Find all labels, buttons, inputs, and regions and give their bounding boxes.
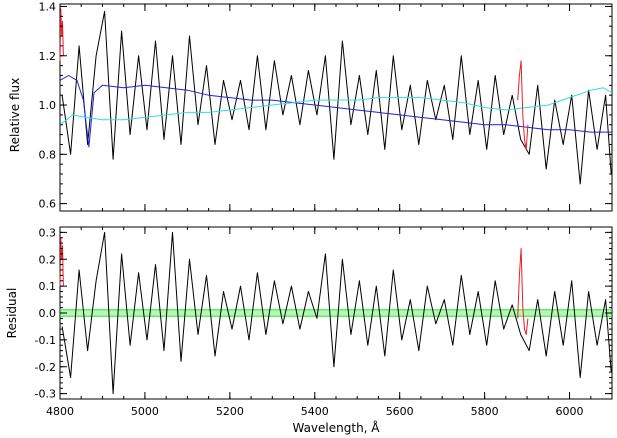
flux-panel: 0.6 0.8 1.0 1.2 1.4 Relative flux: [8, 0, 613, 212]
x-tick-label-0: 4800: [46, 405, 74, 418]
flux-series-line-4: [517, 60, 529, 150]
residual-y-tick-label-0: 0.3: [39, 226, 57, 239]
residual-series-line-2: [517, 248, 529, 335]
flux-marks: [59, 8, 613, 185]
x-tick-label-4: 5600: [386, 405, 414, 418]
flux-y-axis-label: Relative flux: [8, 78, 22, 152]
residual-y-tick-label-2: 0.1: [39, 280, 57, 293]
residual-y-axis-label: Residual: [5, 288, 19, 339]
residual-y-tick-label-4: -0.1: [35, 334, 56, 347]
flux-y-tick-label-0: 0.6: [39, 198, 57, 211]
wavelength-x-axis-label: Wavelength, Å: [292, 420, 380, 435]
residual-panel: 0.3 0.2 0.1 0.0 -0.1 -0.2 -0.3 4800 5000 5200 540…: [5, 226, 613, 435]
flux-y-tick-label-4: 1.4: [39, 0, 57, 13]
flux-y-tick-label-3: 1.2: [39, 50, 57, 63]
residual-marks: [59, 231, 612, 395]
residual-y-tick-label-1: 0.2: [39, 253, 57, 266]
x-tick-label-5: 5800: [471, 405, 499, 418]
flux-y-tick-label-2: 1.0: [39, 99, 57, 112]
residual-series-line-0: [61, 231, 612, 395]
x-tick-label-6: 6000: [556, 405, 584, 418]
x-tick-label-2: 5200: [216, 405, 244, 418]
residual-y-ticks: 0.3 0.2 0.1 0.0 -0.1 -0.2 -0.3: [35, 226, 613, 401]
residual-y-tick-label-5: -0.2: [35, 361, 56, 374]
residual-y-tick-label-3: 0.0: [39, 307, 57, 320]
flux-y-ticks: 0.6 0.8 1.0 1.2 1.4: [39, 0, 613, 211]
flux-series-line-2: [59, 87, 613, 126]
wavelength-x-ticks: 4800 5000 5200 5400 5600 5800 6000: [46, 405, 584, 418]
residual-y-tick-label-6: -0.3: [35, 388, 56, 401]
x-tick-label-1: 5000: [131, 405, 159, 418]
flux-series-line-0: [61, 10, 612, 185]
residual-error-band-0: [60, 309, 612, 317]
residual-series-line-1: [59, 237, 64, 287]
x-tick-label-3: 5400: [301, 405, 329, 418]
flux-y-tick-label-1: 0.8: [39, 148, 57, 161]
